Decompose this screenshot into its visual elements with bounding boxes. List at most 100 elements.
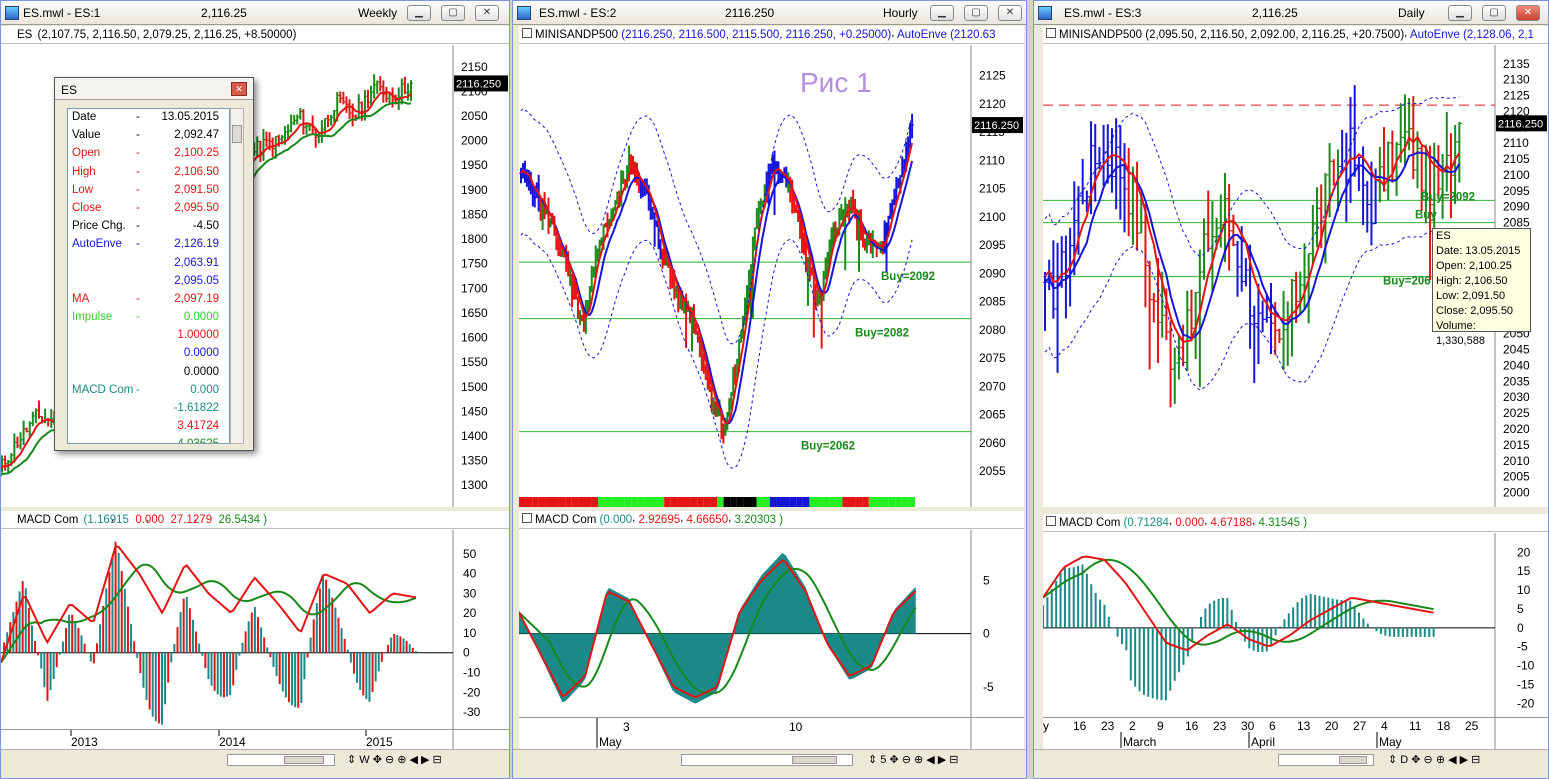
impulse-cell: [545, 497, 552, 507]
macd-label: MACD Com: [535, 514, 597, 526]
chart-window-weekly[interactable]: ES.mwl - ES:1 2,116.25 Weekly ▁ ▢ ✕ ES (…: [0, 0, 510, 779]
y-tick-label: 2050: [461, 109, 488, 123]
time-axis-svg: 3 10 May: [596, 718, 972, 750]
minimize-button[interactable]: ▁: [407, 5, 431, 21]
y-tick-label: 2005: [1503, 470, 1530, 484]
y-tick-label: 2130: [1503, 73, 1530, 87]
y-tick-label: -30: [463, 705, 481, 719]
data-window-close-button[interactable]: ✕: [231, 82, 247, 96]
impulse-cell: [519, 497, 526, 507]
maximize-button[interactable]: ▢: [964, 5, 988, 21]
data-list: Date - 13.05.2015 Value - 2,092.47 Open - 2,100.…: [67, 108, 230, 444]
impulse-cell: [538, 497, 546, 507]
scroll-thumb[interactable]: [1339, 756, 1367, 764]
chart-window-hourly[interactable]: ES.mwl - ES:2 2116.250 Hourly ▁ ▢ ✕ MINI…: [512, 0, 1027, 779]
tooltip-line: Volume: 1,330,588: [1436, 320, 1485, 347]
impulse-cell: [532, 497, 539, 507]
impulse-cell: [908, 497, 915, 507]
chart-annotation: Рис 1: [800, 67, 872, 98]
data-value: 4.03625: [177, 438, 219, 443]
data-window-title: ES: [55, 78, 253, 100]
minimize-button[interactable]: ▁: [930, 5, 954, 21]
x-tick-label: 6: [1269, 719, 1276, 733]
chart-window-daily[interactable]: ES.mwl - ES:3 2,116.25 Daily ▁ ▢ ✕ MINIS…: [1033, 0, 1549, 779]
x-tick-label: 9: [1157, 719, 1164, 733]
window-titlebar[interactable]: ES.mwl - ES:2 2116.250 Hourly ▁ ▢ ✕: [513, 1, 1026, 25]
data-window-scrollbar[interactable]: [230, 108, 244, 444]
close-button[interactable]: ✕: [998, 5, 1022, 21]
scroll-thumb[interactable]: [792, 756, 837, 764]
time-scrollbar[interactable]: [1278, 754, 1374, 766]
close-button[interactable]: ✕: [475, 5, 499, 21]
y-tick-label: 10: [1517, 583, 1531, 597]
window-titlebar[interactable]: ES.mwl - ES:1 2,116.25 Weekly ▁ ▢ ✕: [1, 1, 509, 25]
y-tick-label: 2070: [979, 379, 1006, 393]
envelope-upper-line: [1044, 96, 1460, 258]
price-pane-header: MINISANDP500 (2116.250, 2116.500, 2115.5…: [519, 26, 1024, 44]
x-tick-label: 30: [1241, 719, 1255, 733]
data-key: Value: [72, 129, 101, 142]
x-tick-label: 16: [1073, 719, 1087, 733]
window-toolbar: ⇕ D ✥ ⊖ ⊕ ◀ ▶ ⊟: [1034, 749, 1548, 769]
impulse-cell: [710, 497, 717, 507]
data-row: MACD Com - 0.000: [68, 382, 229, 400]
window-price: 2116.250: [725, 6, 775, 20]
y-tick-label: 1500: [461, 380, 488, 394]
maximize-button[interactable]: ▢: [1482, 5, 1506, 21]
y-tick-label: 0: [463, 646, 470, 660]
close-button[interactable]: ✕: [1516, 5, 1540, 21]
time-scrollbar[interactable]: [681, 754, 853, 766]
scroll-thumb[interactable]: [232, 125, 242, 143]
y-tick-label: 2000: [1503, 486, 1530, 500]
y-tick-label: 2090: [979, 266, 1006, 280]
macd-v1: 0.000: [1175, 517, 1205, 529]
y-tick-label: 0: [1517, 621, 1524, 635]
last-price-tag: [972, 117, 1023, 134]
ohlc-values: (2,107.75, 2,116.50, 2,079.25, 2,116.25,…: [37, 29, 297, 41]
data-key: Open: [72, 147, 101, 160]
data-value: 2,063.91: [174, 256, 219, 269]
tooltip-line: Date: 13.05.2015: [1436, 245, 1521, 257]
impulse-cell: [624, 497, 632, 507]
y-tick-label: -15: [1517, 677, 1535, 691]
maximize-button[interactable]: ▢: [441, 5, 465, 21]
envelope-upper-line: [520, 107, 913, 345]
impulse-cell: [763, 497, 770, 507]
y-tick-label: 5: [1517, 602, 1524, 616]
tooltip-line: Close: 2,095.50: [1436, 305, 1514, 317]
impulse-cell: [664, 497, 671, 507]
toolbar-icons[interactable]: ⇕ 5 ✥ ⊖ ⊕ ◀ ▶ ⊟: [868, 754, 959, 766]
y-tick-label: 2100: [979, 210, 1006, 224]
y-tick-label: 2025: [1503, 406, 1530, 420]
macd-pane[interactable]: MACD Com (0.000, 2.92695, 4.66650, 3.203…: [519, 511, 1024, 717]
y-tick-label: 1700: [461, 281, 488, 295]
data-key: Close: [72, 201, 102, 214]
y-tick-label: 1300: [461, 478, 488, 492]
data-window[interactable]: ES ✕ Date - 13.05.2015 Value - 2,092.47 Open - 2…: [54, 77, 254, 451]
window-titlebar[interactable]: ES.mwl - ES:3 2,116.25 Daily ▁ ▢ ✕: [1034, 1, 1548, 25]
price-pane[interactable]: MINISANDP500 (2116.250, 2116.500, 2115.5…: [519, 26, 1024, 507]
data-key: High: [72, 165, 96, 178]
app-icon: [5, 6, 19, 20]
impulse-cell: [604, 497, 612, 507]
y-tick-label: 1950: [461, 158, 488, 172]
y-tick-label: 2110: [1503, 136, 1529, 150]
y-tick-label: -20: [463, 685, 481, 699]
window-interval: Hourly: [883, 6, 918, 20]
minimize-button[interactable]: ▁: [1448, 5, 1472, 21]
y-tick-label: 2120: [1503, 104, 1530, 118]
scroll-thumb[interactable]: [284, 756, 324, 764]
macd-pane[interactable]: MACD Com (1.16915, 0.000, 27.1279, 26.54…: [1, 511, 509, 729]
window-toolbar: ⇕ W ✥ ⊖ ⊕ ◀ ▶ ⊟: [1, 749, 509, 769]
data-row: 1.00000: [68, 327, 229, 345]
macd-pane[interactable]: MACD Com (0.71284, 0.000, 4.67188, 4.315…: [1043, 514, 1548, 717]
toolbar-icons[interactable]: ⇕ W ✥ ⊖ ⊕ ◀ ▶ ⊟: [347, 754, 442, 766]
toolbar-icons[interactable]: ⇕ D ✥ ⊖ ⊕ ◀ ▶ ⊟: [1388, 754, 1481, 766]
impulse-cell: [875, 497, 882, 507]
tooltip-line: Open: 2,100.25: [1436, 260, 1512, 272]
time-scrollbar[interactable]: [227, 754, 335, 766]
data-sep: -: [136, 183, 140, 196]
last-price-label: 2116.250: [456, 78, 501, 90]
last-price-tag: [1496, 115, 1547, 132]
window-price: 2,116.25: [1252, 6, 1298, 20]
